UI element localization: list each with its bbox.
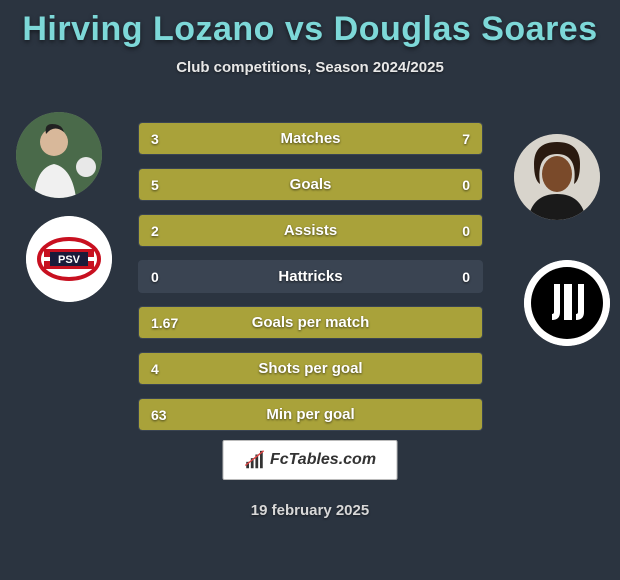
- stat-bar-row: 4Shots per goal: [138, 352, 483, 385]
- juventus-logo-icon: [524, 260, 610, 346]
- avatar-icon: [16, 112, 102, 198]
- watermark-badge: FcTables.com: [223, 440, 398, 480]
- club-right-logo: [524, 260, 610, 346]
- stat-bar-row: 00Hattricks: [138, 260, 483, 293]
- stats-bars-container: 37Matches 50Goals 20Assists 00Hattricks 1.67…: [138, 122, 483, 444]
- date-label: 19 february 2025: [0, 502, 620, 519]
- stat-bar-row: 63Min per goal: [138, 398, 483, 431]
- stat-label: Goals: [139, 169, 482, 200]
- stat-label: Matches: [139, 123, 482, 154]
- stat-bar-row: 1.67Goals per match: [138, 306, 483, 339]
- psv-logo-icon: PSV: [26, 216, 112, 302]
- page-subtitle: Club competitions, Season 2024/2025: [0, 59, 620, 76]
- page-title: Hirving Lozano vs Douglas Soares: [0, 0, 620, 49]
- stat-bar-row: 50Goals: [138, 168, 483, 201]
- stat-label: Shots per goal: [139, 353, 482, 384]
- stat-label: Goals per match: [139, 307, 482, 338]
- player-left-photo: [16, 112, 102, 198]
- stat-bar-row: 37Matches: [138, 122, 483, 155]
- stat-label: Min per goal: [139, 399, 482, 430]
- svg-text:PSV: PSV: [58, 254, 81, 266]
- watermark-text: FcTables.com: [270, 451, 376, 469]
- avatar-icon: [514, 134, 600, 220]
- club-left-logo: PSV: [26, 216, 112, 302]
- player-right-photo: [514, 134, 600, 220]
- stat-bar-row: 20Assists: [138, 214, 483, 247]
- stat-label: Hattricks: [139, 261, 482, 292]
- chart-icon: [244, 449, 266, 471]
- stat-label: Assists: [139, 215, 482, 246]
